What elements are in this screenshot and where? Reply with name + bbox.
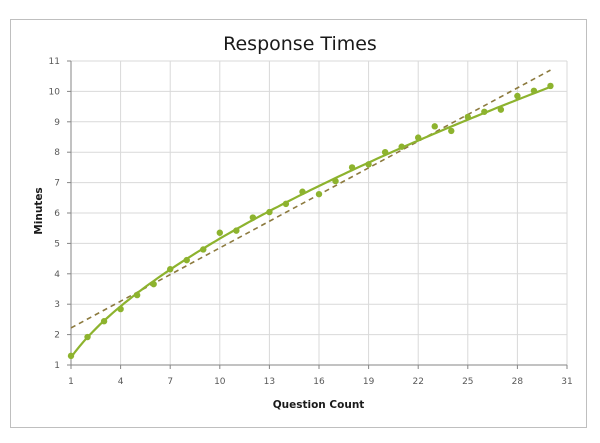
data-point: [249, 214, 257, 221]
data-point: [547, 82, 554, 90]
chart-frame: [10, 19, 587, 428]
data-point: [348, 164, 356, 171]
x-tick-label: 7: [167, 377, 173, 387]
y-tick-label: 4: [54, 270, 60, 280]
data-point: [431, 123, 438, 130]
data-point: [365, 161, 372, 168]
data-point: [530, 87, 538, 94]
x-tick-label: 16: [313, 377, 325, 387]
x-tick-label: 19: [363, 377, 375, 387]
x-tick-label: 22: [412, 377, 423, 387]
y-tick-label: 5: [54, 239, 60, 249]
data-point: [150, 280, 157, 288]
x-tick-label: 28: [512, 377, 524, 387]
data-point: [398, 143, 405, 150]
data-point: [332, 177, 339, 185]
gridlines: [71, 60, 568, 365]
y-tick-label: 6: [54, 209, 60, 219]
x-tick-label: 10: [214, 377, 226, 387]
y-tick-label: 10: [49, 87, 61, 97]
y-tick-label: 1: [54, 361, 60, 371]
data-point: [200, 246, 207, 253]
x-tick-label: 1: [68, 377, 74, 387]
data-point: [67, 352, 75, 360]
data-point: [216, 229, 223, 236]
data-point: [315, 190, 323, 198]
data-point: [464, 113, 471, 121]
data-point: [448, 127, 455, 135]
data-point: [233, 227, 240, 234]
x-tick-label: 4: [118, 377, 124, 387]
data-point: [266, 208, 273, 216]
data-point: [133, 291, 141, 299]
y-tick-label: 9: [54, 118, 60, 128]
chart-title: Response Times: [223, 33, 377, 55]
data-points: [67, 82, 554, 360]
y-tick-label: 7: [54, 179, 60, 189]
data-point: [84, 333, 91, 341]
data-point: [167, 266, 174, 273]
data-point: [117, 305, 124, 313]
y-tick-label: 2: [54, 331, 60, 341]
data-point: [299, 188, 306, 195]
x-axis-label: Question Count: [272, 399, 365, 411]
data-point: [100, 318, 108, 325]
axes: [67, 60, 568, 369]
data-point: [514, 92, 521, 100]
tick-labels: 1 4 7 10 13 16 19 22 25 28 31 1 2 3 4 5 6 7 8 9 10 11: [49, 57, 573, 387]
x-tick-label: 31: [561, 377, 572, 387]
data-point: [481, 108, 488, 115]
power-trendline: [70, 85, 551, 359]
x-tick-label: 13: [264, 377, 275, 387]
data-point: [381, 149, 389, 156]
data-point: [497, 106, 505, 113]
y-tick-label: 8: [54, 148, 60, 158]
data-point: [415, 134, 422, 141]
data-point: [282, 200, 290, 208]
data-point: [183, 256, 190, 264]
y-tick-label: 11: [49, 57, 60, 67]
x-tick-label: 25: [462, 377, 473, 387]
y-tick-label: 3: [54, 300, 60, 310]
